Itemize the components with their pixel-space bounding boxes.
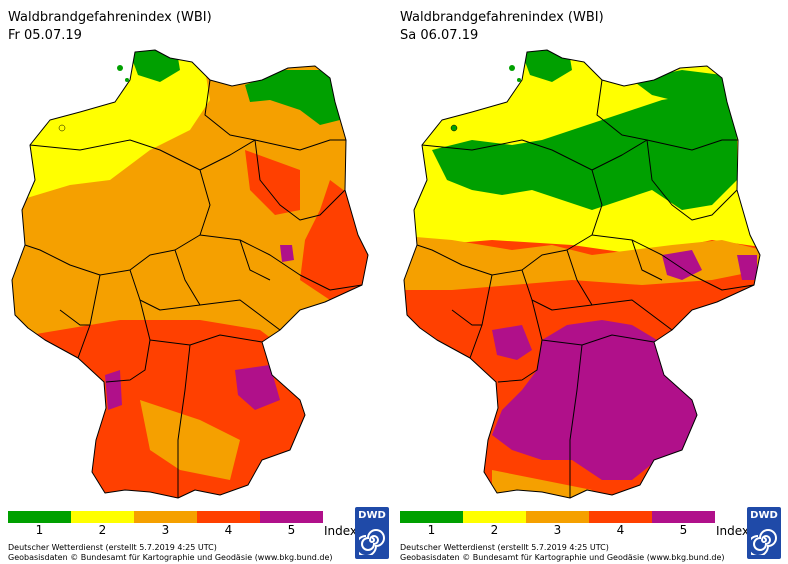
legend-swatch-5 — [652, 511, 715, 523]
legend-unit-label: Index — [716, 524, 750, 538]
legend-swatch-2 — [463, 511, 526, 523]
legend-label: 1 — [35, 523, 44, 537]
legend-swatch-3 — [134, 511, 197, 523]
legend-label: 2 — [490, 523, 499, 537]
legend-swatch-3 — [526, 511, 589, 523]
legend-color-bar — [8, 511, 323, 523]
map-date: Fr 05.07.19 — [8, 28, 82, 43]
footer-geodata: Geobasisdaten © Bundesamt für Kartograph… — [400, 553, 725, 562]
legend-label: 4 — [616, 523, 625, 537]
footer-credit: Deutscher Wetterdienst (erstellt 5.7.201… — [8, 543, 217, 552]
legend-swatch-4 — [197, 511, 260, 523]
footer-credit: Deutscher Wetterdienst (erstellt 5.7.201… — [400, 543, 609, 552]
dwd-logo: DWD — [355, 507, 389, 559]
legend-swatch-1 — [8, 511, 71, 523]
legend-label: 3 — [553, 523, 562, 537]
germany-map-saturday — [403, 49, 761, 499]
map-title: Waldbrandgefahrenindex (WBI) — [400, 10, 604, 25]
legend-labels: 1 2 3 4 5 — [400, 522, 715, 538]
legend-unit-label: Index — [324, 524, 358, 538]
legend-color-bar — [400, 511, 715, 523]
dwd-logo: DWD — [747, 507, 781, 559]
legend-label: 1 — [427, 523, 436, 537]
legend-label: 5 — [287, 523, 296, 537]
legend-label: 4 — [224, 523, 233, 537]
footer-geodata: Geobasisdaten © Bundesamt für Kartograph… — [8, 553, 333, 562]
legend-swatch-1 — [400, 511, 463, 523]
map-panel-friday: Waldbrandgefahrenindex (WBI) Fr 05.07.19 — [0, 0, 390, 564]
legend-swatch-2 — [71, 511, 134, 523]
legend-swatch-5 — [260, 511, 323, 523]
legend-labels: 1 2 3 4 5 — [8, 522, 323, 538]
legend-swatch-4 — [589, 511, 652, 523]
map-panel-saturday: Waldbrandgefahrenindex (WBI) Sa 06.07.19 — [392, 0, 782, 564]
legend-label: 3 — [161, 523, 170, 537]
spiral-icon — [359, 529, 385, 555]
germany-map-friday — [11, 49, 369, 499]
map-title: Waldbrandgefahrenindex (WBI) — [8, 10, 212, 25]
spiral-icon — [751, 529, 777, 555]
legend-label: 5 — [679, 523, 688, 537]
logo-text: DWD — [750, 510, 778, 521]
logo-text: DWD — [358, 510, 386, 521]
legend-label: 2 — [98, 523, 107, 537]
map-date: Sa 06.07.19 — [400, 28, 479, 43]
